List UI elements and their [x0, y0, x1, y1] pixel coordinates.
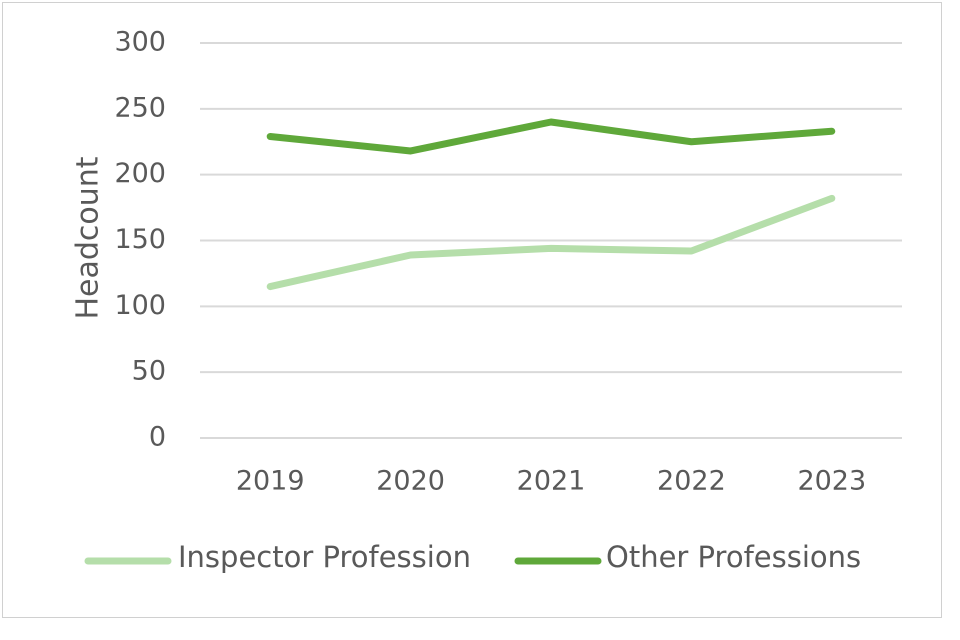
x-tick-label: 2023: [797, 466, 866, 497]
y-tick-label: 150: [114, 224, 166, 255]
y-axis-title: Headcount: [71, 156, 106, 319]
y-tick-label: 300: [114, 27, 166, 58]
series-lines: [266, 118, 836, 291]
series-line-0: [266, 194, 836, 291]
y-tick-label: 250: [114, 92, 166, 123]
y-tick-label: 100: [114, 290, 166, 321]
legend-label-1: Other Professions: [606, 540, 861, 574]
y-tick-labels: 0 50 100 150 200 250 300: [114, 27, 166, 453]
y-tick-label: 50: [132, 356, 166, 387]
x-tick-labels: 2019 2020 2021 2022 2023: [236, 466, 866, 497]
x-tick-label: 2021: [517, 466, 586, 497]
gridlines: [200, 42, 902, 439]
x-tick-label: 2019: [236, 466, 305, 497]
legend-label-0: Inspector Profession: [178, 540, 471, 574]
chart-frame: [2, 2, 942, 618]
x-tick-label: 2022: [657, 466, 726, 497]
x-tick-label: 2020: [376, 466, 445, 497]
y-tick-label: 200: [114, 158, 166, 189]
series-line-1: [266, 118, 836, 155]
y-tick-label: 0: [149, 422, 166, 453]
legend: Inspector Profession Other Professions: [84, 540, 861, 574]
